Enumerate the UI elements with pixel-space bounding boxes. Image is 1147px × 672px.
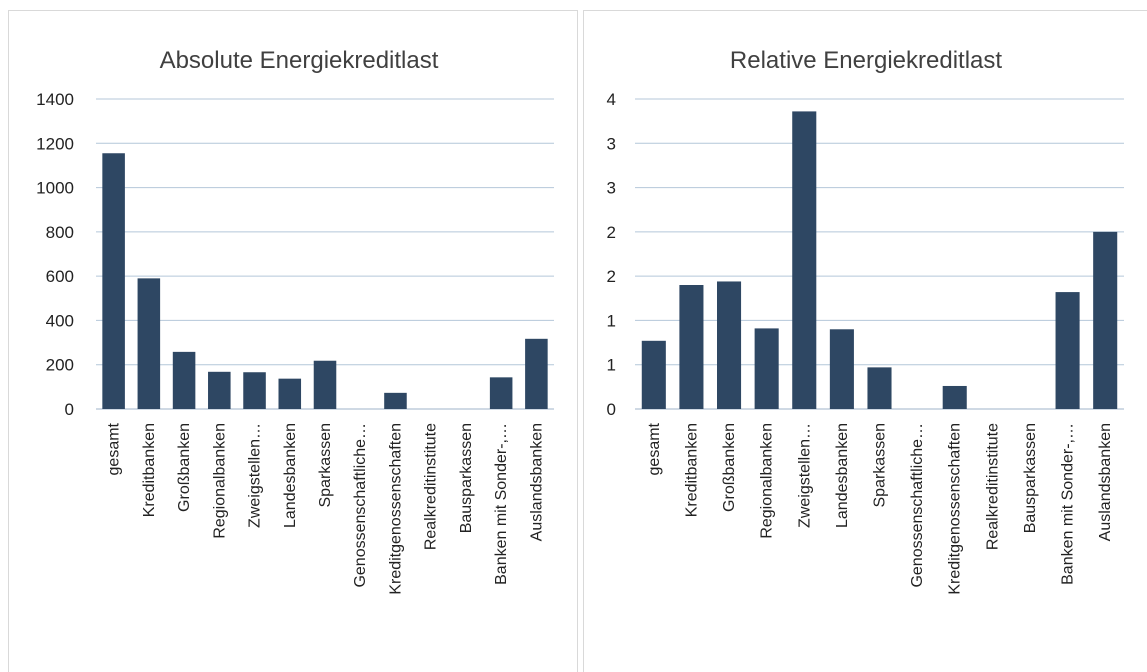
category-label: Genossenschaftliche… [909, 423, 926, 588]
bar-5 [829, 329, 854, 409]
chart-panel-relative: Relative Energiekreditlast 0 1 1 2 2 3 3 4 gesam… [583, 10, 1147, 672]
category-label: Bausparkassen [458, 423, 475, 533]
chart-panel-absolute: Absolute Energiekreditlast 0 200 400 600 800… [8, 10, 578, 672]
category-label: Landesbanken [282, 423, 299, 528]
bar-2 [717, 281, 742, 409]
y-tick-label: 0 [65, 400, 74, 419]
y-tick-label: 600 [46, 267, 74, 286]
bar-0 [102, 153, 125, 409]
relative-energy-credit-chart: Relative Energiekreditlast 0 1 1 2 2 3 3 4 gesam… [607, 47, 1124, 595]
category-label: Kreditbanken [141, 423, 158, 517]
category-label: Realkreditinstitute [984, 423, 1001, 550]
category-label: Großbanken [721, 423, 738, 512]
y-tick-label: 4 [607, 90, 616, 109]
category-label: Bausparkassen [1022, 423, 1039, 533]
category-label: Kreditbanken [683, 423, 700, 517]
category-label: Auslandsbanken [528, 423, 545, 541]
bar-6 [313, 360, 337, 409]
bar-1 [679, 285, 704, 409]
bar-8 [942, 385, 967, 409]
y-tick-label: 1000 [36, 179, 74, 198]
y-tick-label: 1400 [36, 90, 74, 109]
bar-8 [384, 392, 407, 409]
y-tick-label: 1 [607, 356, 616, 375]
category-label: Zweigstellen… [247, 423, 264, 528]
bar-4 [243, 372, 266, 409]
bar-5 [278, 378, 302, 409]
bar-1 [137, 278, 161, 409]
category-label: Regionalbanken [211, 423, 228, 539]
absolute-energy-credit-chart: Absolute Energiekreditlast 0 200 400 600 800… [36, 47, 554, 595]
category-label: gesamt [646, 422, 663, 475]
chart-title: Absolute Energiekreditlast [160, 47, 439, 74]
category-label: Sparkassen [317, 423, 334, 508]
category-label: Kreditgenossenschaften [947, 423, 964, 595]
y-tick-label: 200 [46, 356, 74, 375]
bar-3 [754, 328, 779, 409]
category-label: Sparkassen [872, 423, 889, 508]
y-tick-label: 1 [607, 311, 616, 330]
bar-3 [208, 371, 231, 409]
bar-0 [641, 340, 666, 409]
bar-4 [792, 111, 817, 410]
y-tick-label: 3 [607, 134, 616, 153]
y-tick-label: 2 [607, 267, 616, 286]
bar-11 [489, 377, 513, 409]
category-label: Kreditgenossenschaften [387, 423, 404, 595]
y-tick-label: 1200 [36, 134, 74, 153]
y-tick-label: 3 [607, 179, 616, 198]
chart-title: Relative Energiekreditlast [730, 47, 1002, 74]
bar-6 [867, 367, 892, 409]
bar-11 [1055, 292, 1080, 409]
category-label: Landesbanken [834, 423, 851, 528]
category-label: Auslandsbanken [1097, 423, 1114, 541]
category-label: Realkreditinstitute [423, 423, 440, 550]
category-label: gesamt [106, 422, 123, 475]
category-label: Banken mit Sonder-,… [493, 423, 510, 585]
bar-12 [525, 338, 548, 409]
bar-2 [172, 351, 196, 409]
y-tick-label: 2 [607, 223, 616, 242]
category-label: Großbanken [176, 423, 193, 512]
bar-12 [1093, 231, 1118, 409]
y-tick-label: 0 [607, 400, 616, 419]
y-tick-label: 400 [46, 311, 74, 330]
category-label: Genossenschaftliche… [352, 423, 369, 588]
category-label: Banken mit Sonder-,… [1060, 423, 1077, 585]
category-label: Zweigstellen… [796, 423, 813, 528]
category-label: Regionalbanken [759, 423, 776, 539]
y-tick-label: 800 [46, 223, 74, 242]
